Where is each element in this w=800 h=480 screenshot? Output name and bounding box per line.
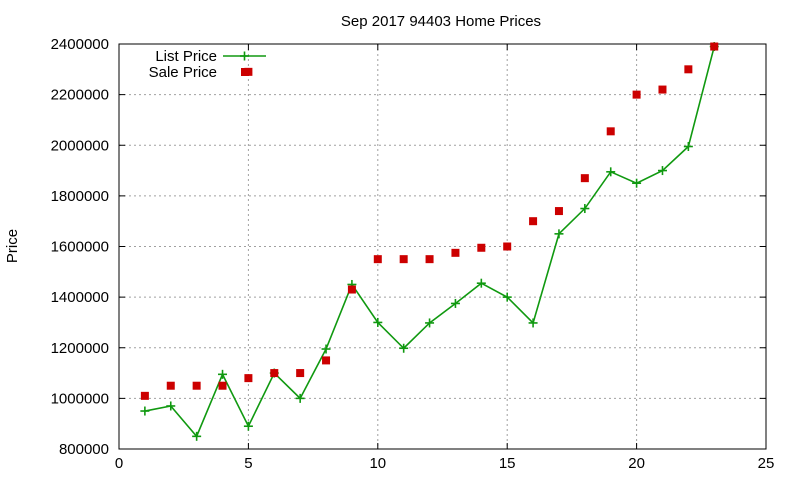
x-tick-label: 20	[628, 455, 645, 472]
list-price-point	[554, 229, 564, 239]
sale-price-point	[347, 285, 356, 294]
list-price-point	[166, 401, 176, 411]
list-price-point	[502, 292, 512, 302]
list-price-point	[683, 142, 693, 152]
list-price-point	[140, 406, 150, 416]
sale-price-point	[373, 255, 382, 264]
list-price-point	[632, 178, 642, 188]
legend: List Price Sale Price	[149, 48, 266, 81]
sale-price-point	[684, 65, 693, 74]
y-tick-label: 2400000	[51, 36, 109, 53]
legend-marker-sale-price	[241, 68, 249, 76]
y-tick-label: 1200000	[51, 340, 109, 357]
sale-price-point	[554, 207, 563, 216]
x-tick-label: 10	[369, 455, 386, 472]
list-price-point	[321, 344, 331, 354]
sale-price-point	[218, 381, 227, 390]
y-tick-label: 1800000	[51, 188, 109, 205]
sale-price-point	[529, 217, 538, 226]
sale-price-point	[580, 174, 589, 183]
list-price-point	[295, 393, 305, 403]
list-price-point	[192, 431, 202, 441]
list-price-point	[450, 298, 460, 308]
list-price-point	[476, 278, 486, 288]
x-tick-label: 0	[115, 455, 123, 472]
y-tick-label: 1400000	[51, 289, 109, 306]
sale-price-point	[425, 255, 434, 264]
x-tick-label: 15	[499, 455, 516, 472]
list-price-point	[399, 343, 409, 353]
sale-price-point	[296, 369, 305, 378]
list-price-point	[606, 167, 616, 177]
list-price-line	[144, 46, 716, 438]
sale-price-point	[399, 255, 408, 264]
series-1	[140, 42, 719, 441]
list-price-point	[528, 318, 538, 328]
chart-title: Sep 2017 94403 Home Prices	[341, 13, 541, 30]
sale-price-point	[166, 381, 175, 390]
sale-price-point	[192, 381, 201, 390]
sale-price-point	[606, 127, 615, 136]
list-price-point	[425, 318, 435, 328]
sale-price-point	[658, 85, 667, 94]
series-2	[140, 42, 719, 400]
list-price-point	[580, 204, 590, 214]
sale-price-point	[632, 90, 641, 99]
series-layer	[140, 42, 719, 441]
x-tick-label: 25	[758, 455, 775, 472]
sale-price-point	[270, 369, 279, 378]
y-tick-label: 1600000	[51, 239, 109, 256]
y-tick-label: 2200000	[51, 87, 109, 104]
legend-marker-list-price	[240, 51, 249, 61]
sale-price-point	[140, 391, 149, 400]
legend-label-sale-price: Sale Price	[149, 64, 217, 81]
y-axis-label: Price	[4, 229, 21, 263]
sale-price-point	[710, 42, 719, 51]
y-tick-label: 1000000	[51, 390, 109, 407]
y-tick-label: 2000000	[51, 137, 109, 154]
list-price-point	[657, 166, 667, 176]
sale-price-point	[503, 242, 512, 251]
sale-price-point	[244, 374, 253, 383]
axis-ticks: 0 5 10 15 20 25 800000 1000000 1200000 1400000 160…	[51, 36, 775, 472]
sale-price-point	[451, 248, 460, 257]
list-price-point	[218, 369, 228, 379]
sale-price-point	[322, 356, 331, 365]
sale-price-point	[477, 243, 486, 252]
legend-marks	[223, 51, 266, 76]
x-tick-label: 5	[244, 455, 252, 472]
legend-label-list-price: List Price	[155, 48, 217, 65]
list-price-point	[243, 421, 253, 431]
list-price-point	[373, 317, 383, 327]
y-tick-label: 800000	[59, 441, 109, 458]
